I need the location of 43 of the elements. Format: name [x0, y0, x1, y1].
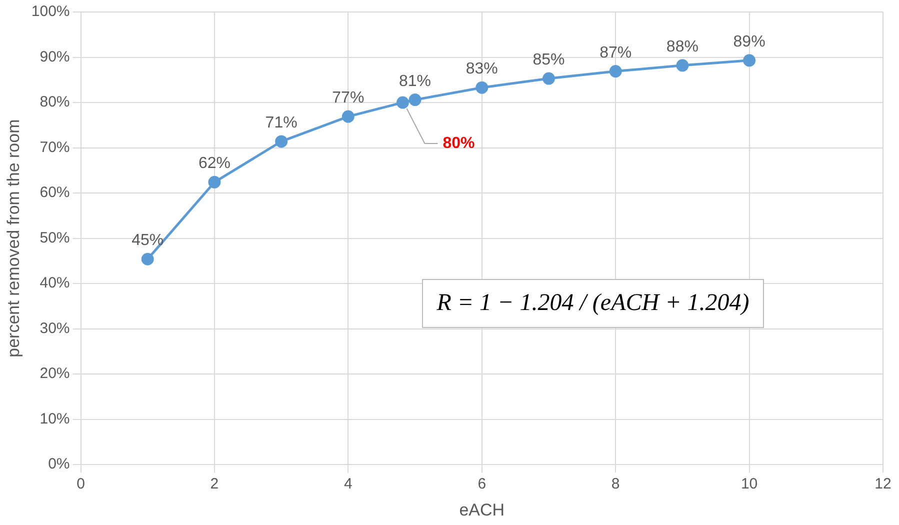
- y-tick-label: 90%: [40, 48, 70, 66]
- point: [208, 176, 221, 188]
- point: [609, 65, 622, 78]
- point: [542, 72, 555, 85]
- data-label: 62%: [198, 155, 230, 172]
- y-tick-label: 0%: [48, 456, 70, 473]
- x-tick-label: 12: [874, 476, 892, 493]
- annotation: R = 1 − 1.204 / (eACH + 1.204): [422, 279, 764, 328]
- point: [396, 96, 409, 109]
- data-label: 85%: [532, 52, 565, 69]
- point: [476, 81, 488, 94]
- y-tick-label: 10%: [40, 410, 70, 428]
- point: [141, 252, 154, 266]
- y-tick-label: 100%: [31, 3, 70, 20]
- data-label: 88%: [666, 38, 698, 56]
- y-tick-label: 20%: [40, 365, 70, 382]
- y-tick-label: 50%: [40, 229, 70, 246]
- x-tick-label: 4: [344, 476, 352, 493]
- x-tick-label: 6: [478, 476, 486, 493]
- x-tick-label: 8: [611, 476, 620, 493]
- y-tick-label: 70%: [40, 138, 70, 156]
- data-label: 45%: [132, 232, 164, 250]
- point: [275, 135, 288, 148]
- data-label: 83%: [466, 60, 498, 78]
- y-tick-label: 80%: [40, 94, 70, 111]
- point: [676, 59, 689, 72]
- x-axis-title: eACH: [459, 500, 505, 520]
- x-tick-label: 2: [210, 476, 219, 493]
- point: [743, 54, 756, 67]
- data-label: 87%: [600, 44, 632, 62]
- point: [408, 94, 422, 106]
- data-label: 71%: [265, 114, 298, 132]
- y-tick-label: 60%: [40, 184, 70, 202]
- data-label: 77%: [332, 90, 364, 107]
- annotation: 80%: [442, 134, 475, 152]
- y-tick-label: 40%: [40, 274, 70, 292]
- data-label: 81%: [399, 72, 432, 90]
- x-tick-label: 10: [740, 476, 758, 493]
- x-tick-label: 0: [76, 476, 85, 493]
- y-tick-label: 30%: [40, 320, 70, 337]
- y-axis-title: percent removed from the room: [4, 119, 23, 358]
- data-label: 89%: [733, 33, 766, 50]
- point: [342, 110, 354, 123]
